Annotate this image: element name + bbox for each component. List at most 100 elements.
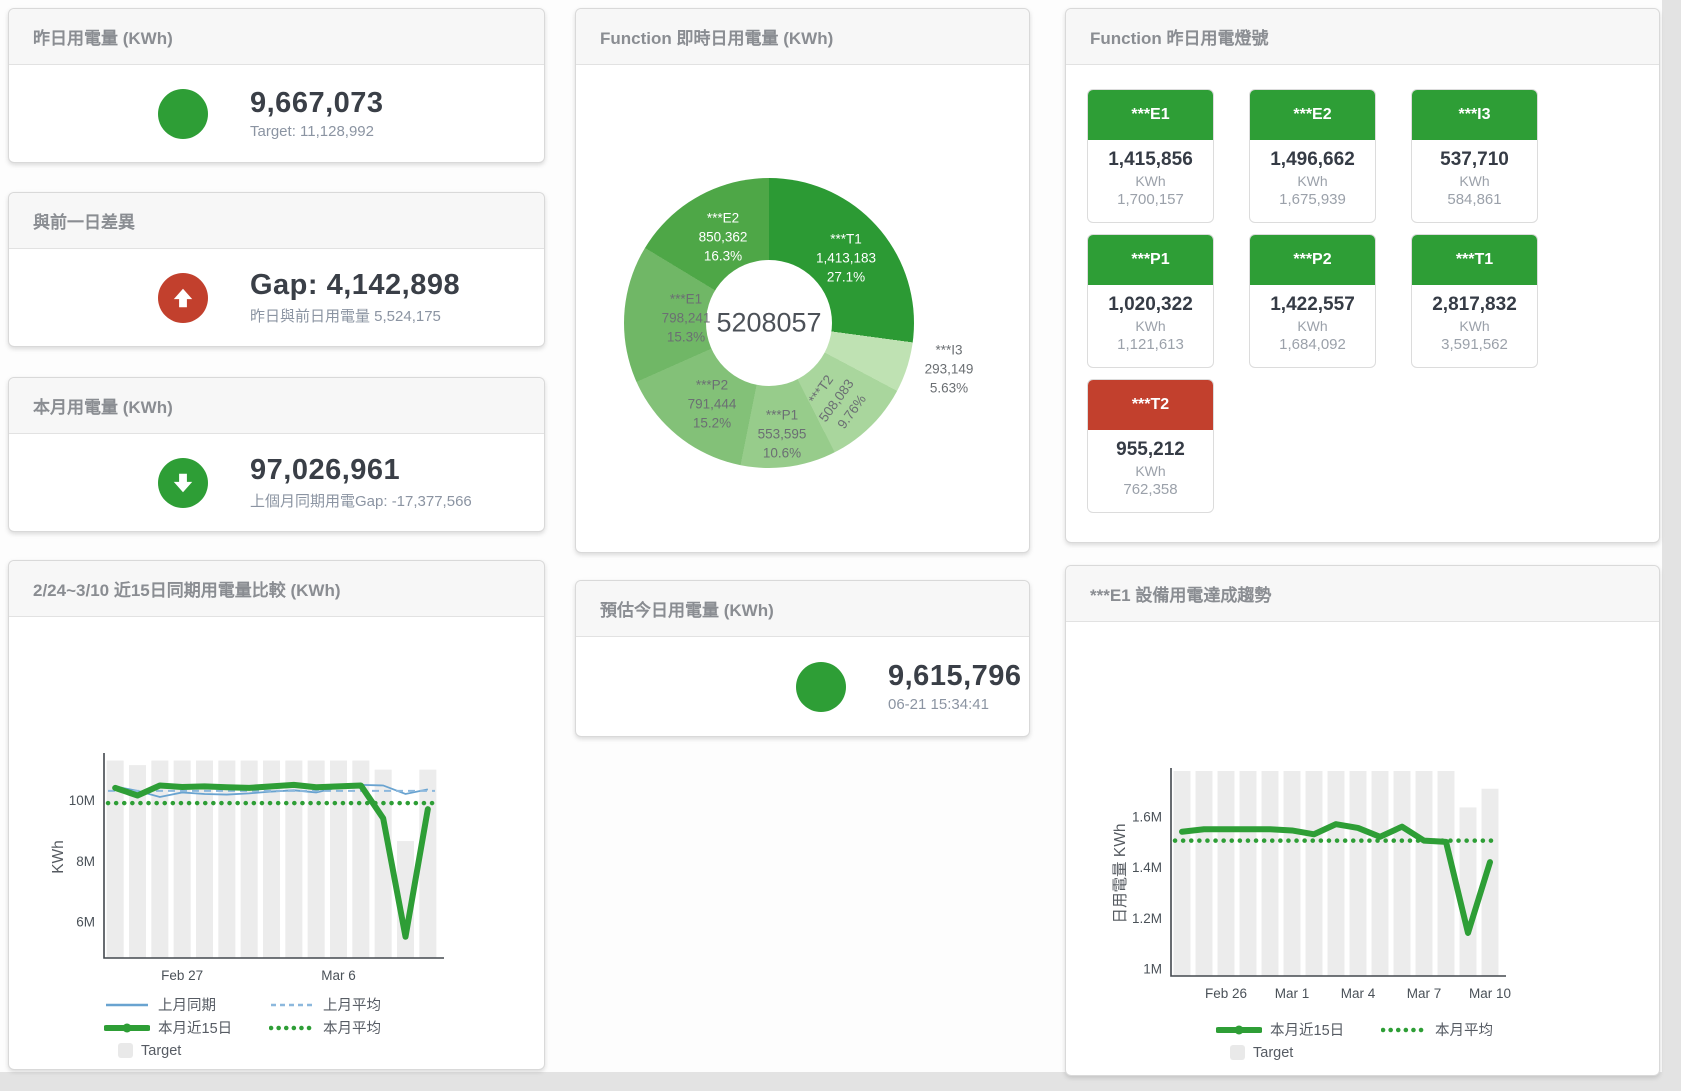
chart-legend: 上月同期 上月平均本月近15日 本月平均 Target xyxy=(104,993,434,1062)
tile-unit: KWh xyxy=(1135,463,1166,479)
legend-line-swatch xyxy=(104,1021,150,1035)
status-tile-P2: ***P2 1,422,557 KWh 1,684,092 xyxy=(1249,234,1376,368)
legend-label: Target xyxy=(1253,1044,1294,1061)
status-tile-E2: ***E2 1,496,662 KWh 1,675,939 xyxy=(1249,89,1376,223)
tile-value: 1,422,557 xyxy=(1270,294,1355,315)
kpi-subtext: 昨日與前日用電量 5,524,175 xyxy=(250,308,441,325)
e1-trend-line-chart: 1M 1.2M 1.4M 1.6M Feb 26 Mar 1 Mar 4 Mar 7 Mar 1… xyxy=(1112,768,1511,1001)
tile-value: 537,710 xyxy=(1440,149,1509,170)
legend-line-swatch xyxy=(269,1021,315,1035)
tile-unit: KWh xyxy=(1297,173,1328,189)
legend-label: 上月同期 xyxy=(158,998,216,1014)
tile-function-name: ***P1 xyxy=(1088,235,1213,285)
kpi-subtext: 上個月同期用電Gap: -17,377,566 xyxy=(250,493,472,510)
status-circle-icon xyxy=(796,661,846,712)
card-title: 與前一日差異 xyxy=(9,193,544,249)
legend-line-swatch xyxy=(1216,1023,1262,1037)
card-yesterday-usage: 昨日用電量 (KWh) 9,667,073 Target: 11,128,992 xyxy=(8,8,545,163)
tile-unit: KWh xyxy=(1459,173,1490,189)
card-title: ***E1 設備用電達成趨勢 xyxy=(1066,566,1659,622)
svg-text:1.6M: 1.6M xyxy=(1132,810,1162,825)
tile-target-value: 1,684,092 xyxy=(1279,336,1346,353)
legend-item[interactable]: 本月平均 xyxy=(1381,1018,1546,1041)
arrow-up-icon xyxy=(158,272,208,323)
card-e1-trend-chart: ***E1 設備用電達成趨勢 1M 1.2M 1.4M 1.6M Feb 26 Mar 1… xyxy=(1065,565,1660,1076)
legend-item[interactable]: 本月近15日 xyxy=(1216,1018,1381,1041)
tile-value: 1,415,856 xyxy=(1108,149,1193,170)
tile-function-name: ***P2 xyxy=(1250,235,1375,285)
tile-function-name: ***T1 xyxy=(1412,235,1537,285)
tile-unit: KWh xyxy=(1459,318,1490,334)
card-title: 預估今日用電量 (KWh) xyxy=(576,581,1029,637)
function-usage-donut-chart[interactable]: 5208057 ***T1 1,413,183 27.1% ***I3 293,149 5… xyxy=(624,178,973,468)
card-estimate-today: 預估今日用電量 (KWh) 9,615,796 06-21 15:34:41 xyxy=(575,580,1030,737)
card-realtime-donut: Function 即時日用電量 (KWh) 5208057 ***T1 1,413… xyxy=(575,8,1030,553)
svg-text:Mar 1: Mar 1 xyxy=(1275,986,1310,1001)
legend-item[interactable]: 上月平均 xyxy=(269,993,434,1016)
legend-line-swatch xyxy=(1381,1023,1427,1037)
svg-text:1.4M: 1.4M xyxy=(1132,860,1162,875)
legend-label: 本月平均 xyxy=(323,1021,381,1037)
arrow-down-icon xyxy=(158,457,208,508)
legend-label: 本月近15日 xyxy=(158,1021,233,1037)
svg-text:6M: 6M xyxy=(76,915,95,930)
tile-value: 1,496,662 xyxy=(1270,149,1355,170)
svg-text:1M: 1M xyxy=(1143,961,1162,976)
card-title: 本月用電量 (KWh) xyxy=(9,378,544,434)
tile-target-value: 1,700,157 xyxy=(1117,191,1184,208)
donut-slice-label: ***I3 293,149 5.63% xyxy=(924,342,974,396)
status-tile-T1: ***T1 2,817,832 KWh 3,591,562 xyxy=(1411,234,1538,368)
tile-unit: KWh xyxy=(1297,318,1328,334)
page-bottom-gutter xyxy=(0,1072,1681,1091)
svg-text:KWh: KWh xyxy=(50,840,67,874)
kpi-value: Gap: 4,142,898 xyxy=(250,269,461,301)
legend-label: 上月平均 xyxy=(323,998,381,1014)
legend-item[interactable]: 本月近15日 xyxy=(104,1016,269,1039)
tile-target-value: 1,675,939 xyxy=(1279,191,1346,208)
legend-item[interactable]: Target xyxy=(104,1039,269,1062)
donut-slice-label: ***P2 791,444 15.2% xyxy=(687,377,737,431)
svg-text:Mar 7: Mar 7 xyxy=(1407,986,1442,1001)
svg-text:Mar 4: Mar 4 xyxy=(1341,986,1376,1001)
svg-text:Feb 27: Feb 27 xyxy=(161,968,203,983)
card-15day-compare-chart: 2/24~3/10 近15日同期用電量比較 (KWh) 6M 8M 10M Feb 2… xyxy=(8,560,545,1070)
svg-text:10M: 10M xyxy=(69,793,95,808)
legend-line-swatch xyxy=(104,998,150,1012)
tile-target-value: 762,358 xyxy=(1123,481,1178,498)
donut-slice-label: ***E1 798,241 15.3% xyxy=(661,291,711,345)
status-tile-T2: ***T2 955,212 KWh 762,358 xyxy=(1087,379,1214,513)
card-title: 昨日用電量 (KWh) xyxy=(9,9,544,65)
card-gap-prev-day: 與前一日差異 Gap: 4,142,898 昨日與前日用電量 5,524,175 xyxy=(8,192,545,347)
tile-unit: KWh xyxy=(1135,318,1166,334)
tile-target-value: 3,591,562 xyxy=(1441,336,1508,353)
legend-target-swatch xyxy=(1216,1045,1245,1060)
donut-center-total: 5208057 xyxy=(716,307,822,338)
tile-value: 2,817,832 xyxy=(1432,294,1517,315)
donut-hole xyxy=(706,260,832,386)
card-month-usage: 本月用電量 (KWh) 97,026,961 上個月同期用電Gap: -17,3… xyxy=(8,377,545,532)
legend-item[interactable]: Target xyxy=(1216,1041,1381,1064)
svg-text:日用電量 KWh: 日用電量 KWh xyxy=(1112,824,1129,924)
status-tile-E1: ***E1 1,415,856 KWh 1,700,157 xyxy=(1087,89,1214,223)
legend-label: 本月近15日 xyxy=(1270,1023,1345,1039)
svg-text:Mar 10: Mar 10 xyxy=(1469,986,1511,1001)
legend-label: Target xyxy=(141,1042,182,1059)
kpi-subtext: Target: 11,128,992 xyxy=(250,123,374,140)
legend-target-swatch xyxy=(104,1043,133,1058)
donut-slice-label: ***T1 1,413,183 27.1% xyxy=(815,231,877,285)
kpi-value: 9,667,073 xyxy=(250,87,384,119)
status-tile-P1: ***P1 1,020,322 KWh 1,121,613 xyxy=(1087,234,1214,368)
tile-function-name: ***I3 xyxy=(1412,90,1537,140)
donut-slice-label: ***T2 508,083 9.76% xyxy=(805,372,869,432)
svg-text:8M: 8M xyxy=(76,854,95,869)
legend-item[interactable]: 上月同期 xyxy=(104,993,269,1016)
page-right-gutter xyxy=(1662,0,1681,1091)
kpi-value: 97,026,961 xyxy=(250,454,401,486)
legend-line-swatch xyxy=(269,998,315,1012)
svg-text:Feb 26: Feb 26 xyxy=(1205,986,1247,1001)
svg-text:Mar 6: Mar 6 xyxy=(321,968,356,983)
donut-slice-label: ***P1 553,595 10.6% xyxy=(757,407,807,461)
legend-item[interactable]: 本月平均 xyxy=(269,1016,434,1039)
donut-slice-label: ***E2 850,362 16.3% xyxy=(698,210,748,264)
tile-value: 1,020,322 xyxy=(1108,294,1193,315)
